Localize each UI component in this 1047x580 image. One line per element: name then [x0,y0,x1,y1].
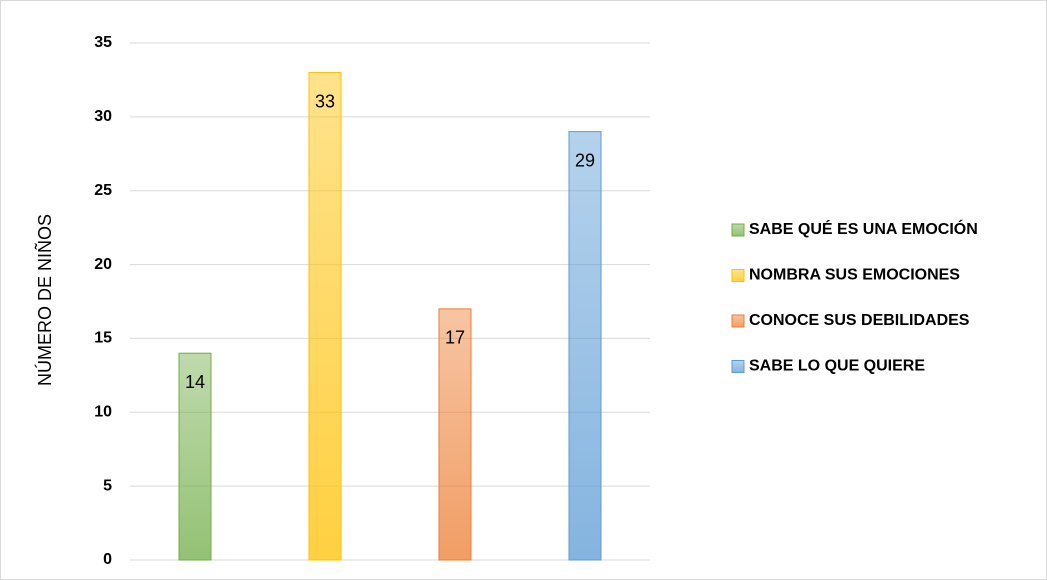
y-tick-label: 10 [94,404,112,421]
data-label: 17 [445,328,465,348]
legend-label: SABE LO QUE QUIERE [749,358,925,375]
y-tick-label: 25 [94,182,112,199]
bar [308,72,342,561]
y-tick-label: 5 [103,477,112,494]
legend-swatch [731,269,745,282]
legend-label: NOMBRA SUS EMOCIONES [749,267,960,284]
y-tick-label: 35 [94,34,112,51]
legend-swatch [731,314,745,328]
bar [178,352,212,561]
bar [438,308,472,561]
legend-swatch [731,360,745,373]
legend-label: CONOCE SUS DEBILIDADES [749,312,970,329]
data-label: 33 [315,91,335,111]
y-axis-title: NÚMERO DE NIÑOS [34,214,55,386]
y-tick-label: 0 [103,551,112,568]
legend-swatch [731,223,745,237]
y-tick-label: 30 [94,108,112,125]
y-tick-label: 20 [94,256,112,273]
data-label: 29 [575,150,595,170]
bar [568,131,602,561]
data-label: 14 [185,372,205,392]
legend-label: SABE QUÉ ES UNA EMOCIÓN [749,219,978,238]
y-tick-label: 15 [94,330,112,347]
